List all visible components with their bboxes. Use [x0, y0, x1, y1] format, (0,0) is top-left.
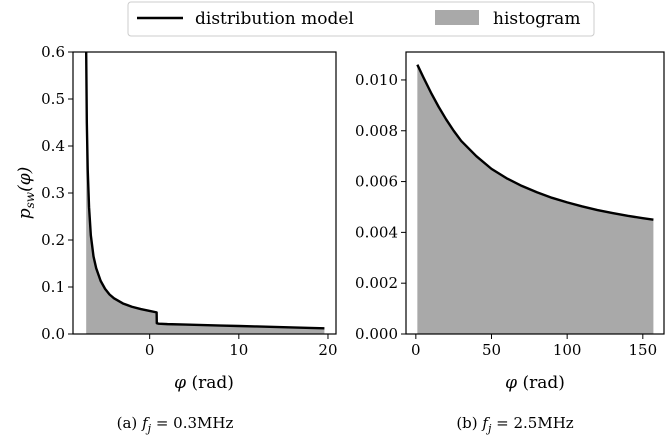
plot-a-y-tick-label: 0.4 — [41, 137, 65, 155]
legend-patch-label: histogram — [493, 9, 580, 29]
plot-a-x-axis-label: φ (rad) — [174, 373, 234, 393]
plot-a-y-tick-label: 0.1 — [41, 278, 65, 296]
plot-b-x-tick-label: 50 — [482, 341, 501, 359]
plot-a-histogram-area — [86, 52, 325, 334]
plot-b-ticks: 0 50 100 150 0.000 0.002 0.004 0.006 0.008 0.010 — [355, 71, 657, 359]
legend-patch-swatch — [435, 10, 479, 25]
plot-b-x-tick-label: 100 — [553, 341, 582, 359]
panel-b: 0 50 100 1500.0000.0020.0040.0060.0080.010 … — [355, 51, 665, 435]
plot-b-y-tick-label: 0.008 — [355, 122, 398, 140]
plot-a-y-tick-label: 0.3 — [41, 184, 65, 202]
plot-b-frame — [405, 51, 665, 335]
plot-a-y-tick-label: 0.6 — [41, 43, 65, 61]
plot-a-model-line — [84, 51, 325, 330]
plot-a-frame — [72, 51, 337, 335]
plot-a-y-tick-label: 0.5 — [41, 90, 65, 108]
plot-a-x-tick-label: 10 — [229, 341, 248, 359]
plot-b-y-tick-label: 0.006 — [355, 173, 398, 191]
plot-a-x-tick-label: 0 — [145, 341, 155, 359]
plot-b-model-line — [416, 64, 654, 221]
plot-b-y-tick-label: 0.000 — [355, 325, 398, 343]
legend: distribution model histogram — [127, 1, 595, 37]
plot-b-y-tick-label: 0.004 — [355, 223, 398, 241]
panel-a: 0 10 20 0.0 0.1 0.2 0.3 0.4 0.5 0.6 psw(φ) φ (rad… — [15, 43, 338, 435]
plot-a-caption: (a) fj = 0.3MHz — [117, 414, 234, 435]
plot-b-marks — [416, 64, 654, 334]
plot-b-x-tick-label: 0 — [411, 341, 421, 359]
plot-a-x-tick-label: 20 — [318, 341, 337, 359]
plot-b-x-tick-label: 150 — [628, 341, 657, 359]
plot-b-caption: (b) fj = 2.5MHz — [456, 414, 573, 435]
plot-b-y-tick-label: 0.002 — [355, 274, 398, 292]
plot-a-y-tick-label: 0.2 — [41, 231, 65, 249]
plot-a-y-tick-label: 0.0 — [41, 325, 65, 343]
legend-line-label: distribution model — [195, 9, 354, 29]
plot-a-ticks: 0 10 20 0.0 0.1 0.2 0.3 0.4 0.5 0.6 — [41, 43, 337, 359]
plot-b-histogram-area — [417, 64, 654, 334]
plot-a-y-axis-label: psw(φ) — [15, 167, 37, 220]
plot-b-y-tick-label: 0.010 — [355, 71, 398, 89]
plot-b-x-axis-label: φ (rad) — [505, 373, 565, 393]
plot-a-marks — [84, 51, 325, 334]
